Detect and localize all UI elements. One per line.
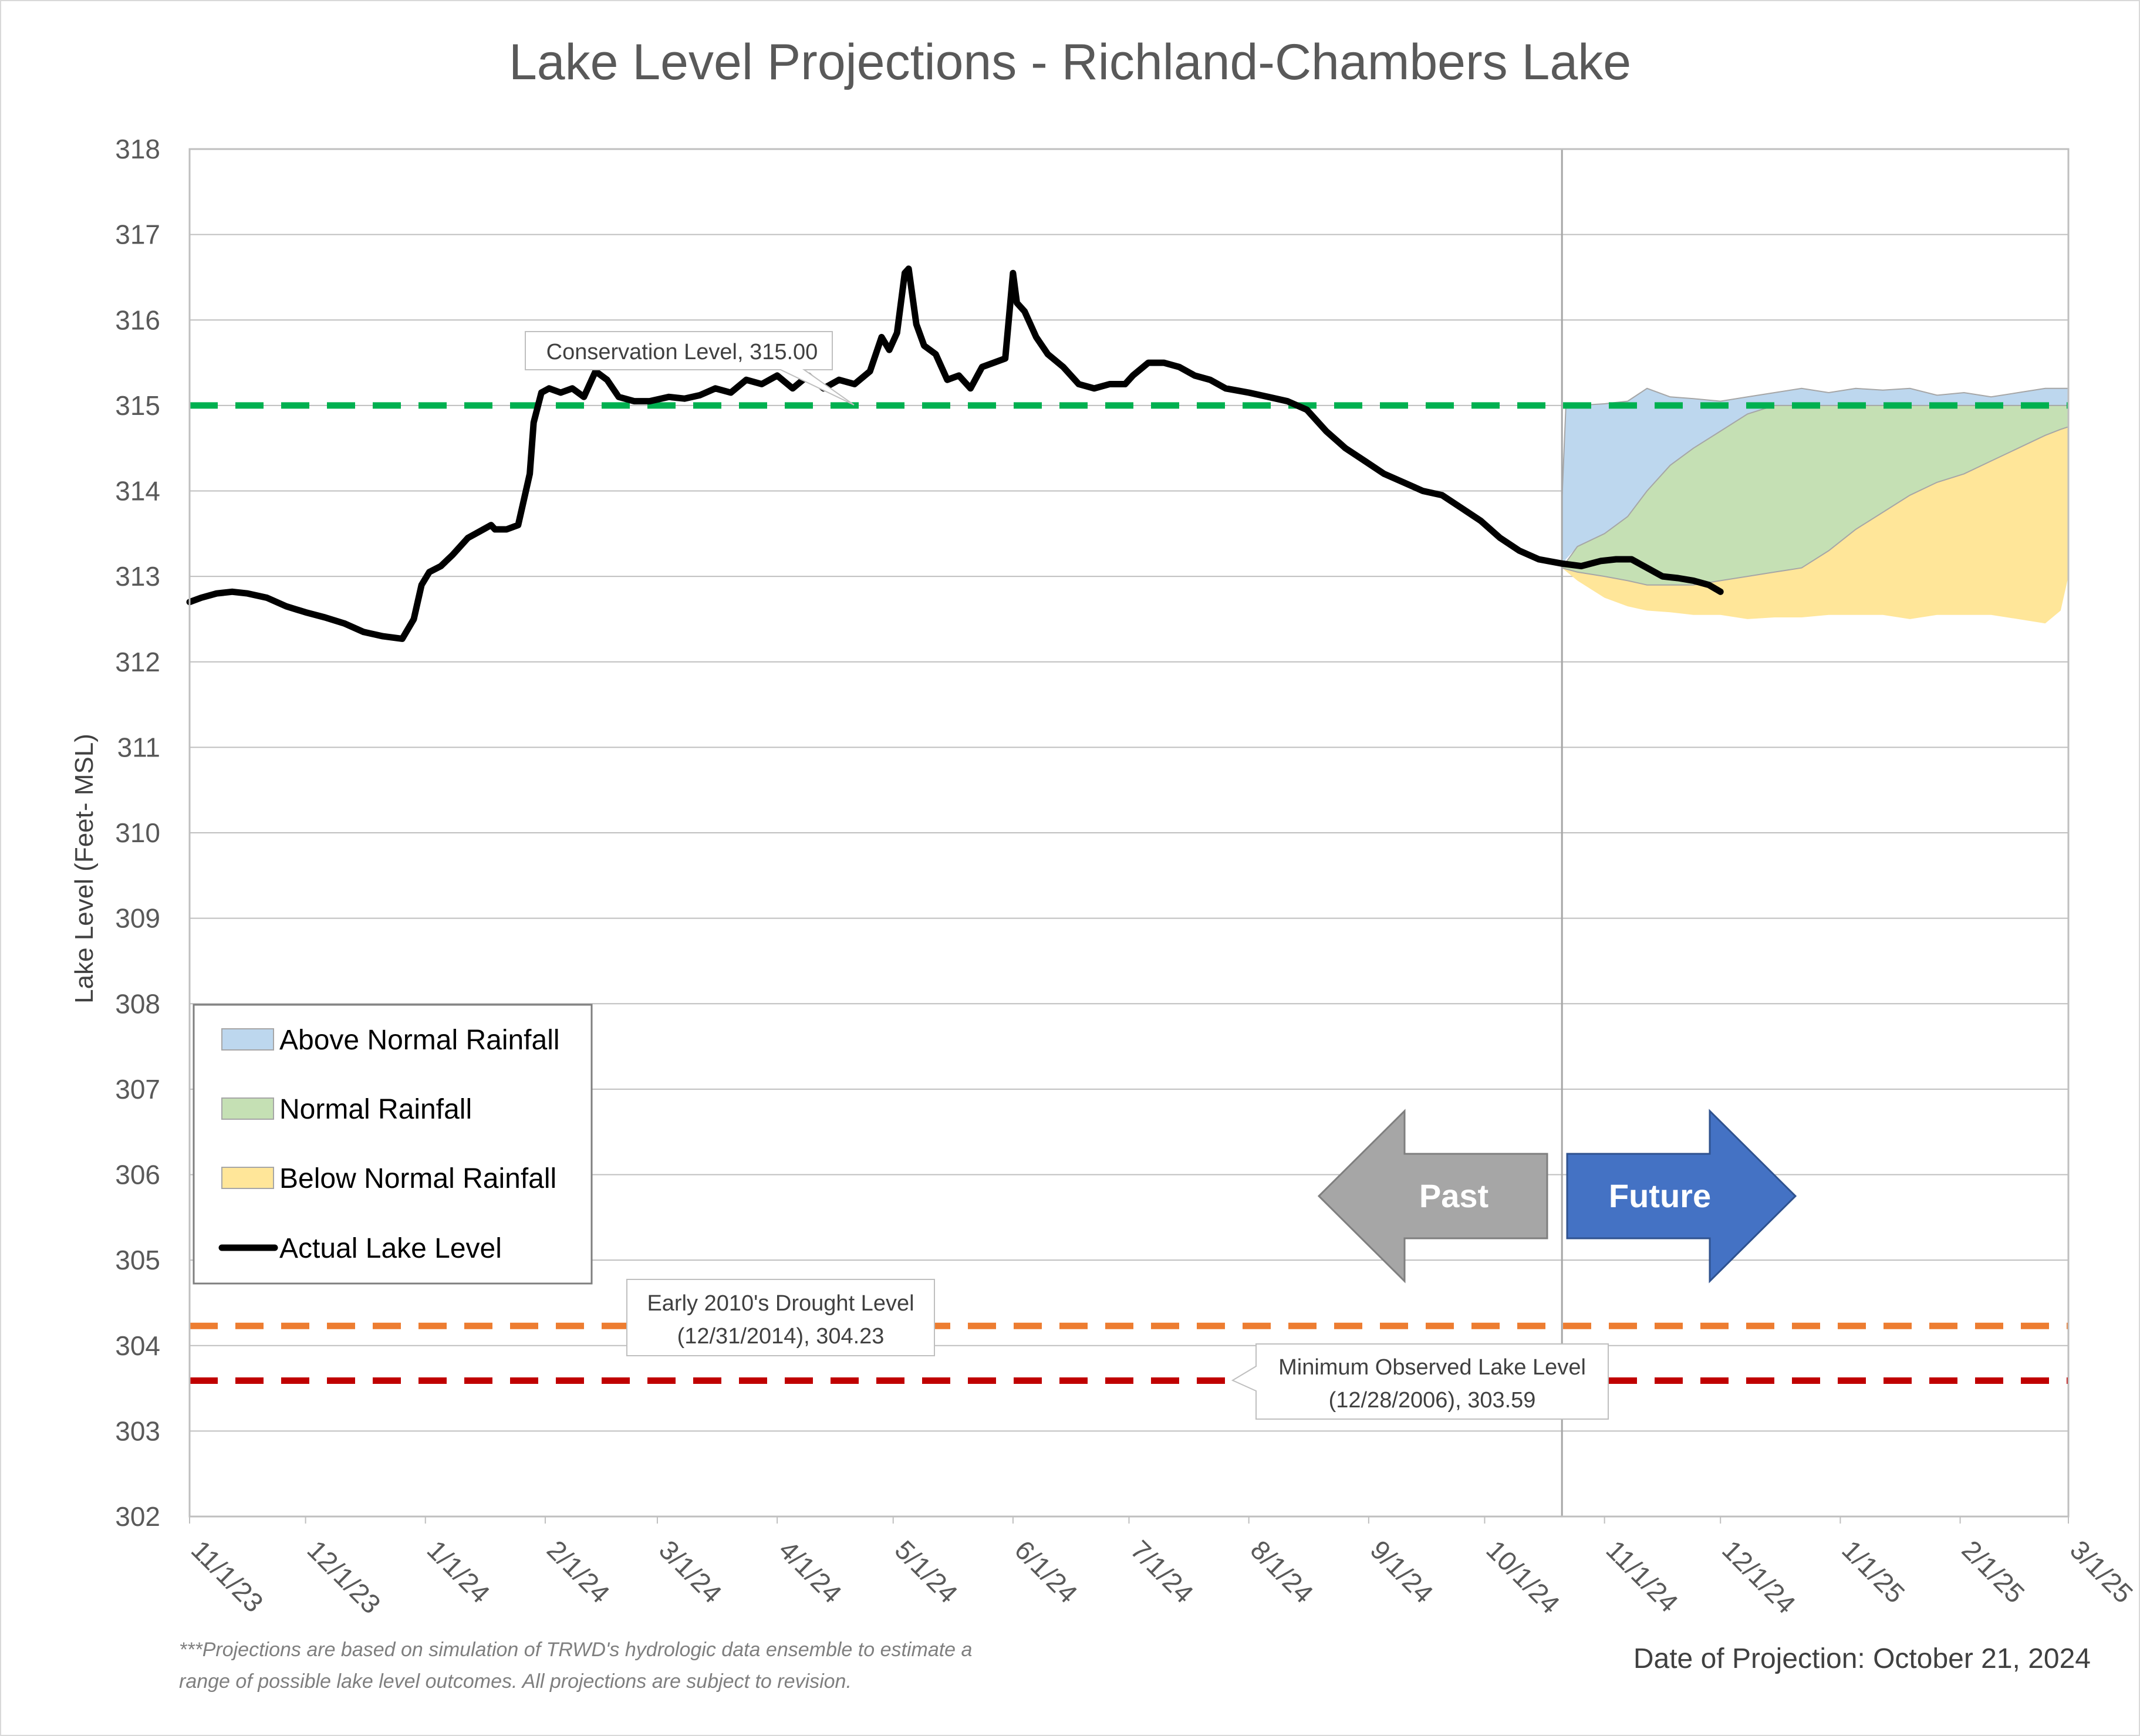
projection-date: Date of Projection: October 21, 2024 bbox=[1633, 1643, 2091, 1674]
area-below-normal-rainfall bbox=[1562, 427, 2068, 624]
past-arrow-label: Past bbox=[1419, 1177, 1488, 1214]
footnote-line1: ***Projections are based on simulation o… bbox=[179, 1639, 972, 1661]
y-axis-ticks: 302 303 304 305 306 307 308 309 310 311 312 313 314 3… bbox=[115, 134, 160, 1532]
drought-callout-line1: Early 2010's Drought Level bbox=[647, 1291, 914, 1316]
series-line-actual-lake-level bbox=[186, 265, 1724, 642]
legend-label-below-normal: Below Normal Rainfall bbox=[279, 1163, 556, 1194]
legend-box bbox=[193, 1004, 593, 1285]
legend: Above Normal Rainfall Normal Rainfall Be… bbox=[193, 1004, 593, 1285]
y-axis-label: Lake Level (Feet- MSL) bbox=[70, 734, 99, 1004]
past-arrow: Past bbox=[1317, 1109, 1548, 1284]
minimum-callout-box bbox=[1231, 1343, 1609, 1420]
reference-lines bbox=[190, 402, 2068, 1384]
future-arrow-shape bbox=[1566, 1109, 1797, 1284]
y-tick-label-304: 304 bbox=[115, 1330, 160, 1361]
y-tick-label-313: 313 bbox=[115, 561, 160, 592]
drought-callout-line2: (12/31/2014), 304.23 bbox=[677, 1324, 885, 1349]
area-edge-below-normal-rainfall bbox=[1561, 426, 2069, 586]
legend-label-actual: Actual Lake Level bbox=[279, 1233, 502, 1264]
chart-title: Lake Level Projections - Richland-Chambe… bbox=[509, 34, 1631, 90]
area-above-normal-rainfall bbox=[1562, 388, 2068, 568]
future-arrow: Future bbox=[1566, 1109, 1797, 1284]
legend-swatch-above-normal bbox=[221, 1028, 274, 1051]
legend-swatch-normal bbox=[221, 1097, 274, 1120]
projection-areas bbox=[1561, 387, 2069, 624]
conservation-callout-label: Conservation Level, 315.00 bbox=[546, 340, 818, 364]
footnote-line2: range of possible lake level outcomes. A… bbox=[179, 1670, 852, 1693]
y-tick-label-305: 305 bbox=[115, 1245, 160, 1275]
y-tick-label-310: 310 bbox=[115, 818, 160, 848]
y-tick-label-307: 307 bbox=[115, 1074, 160, 1105]
y-tick-label-311: 311 bbox=[117, 732, 160, 762]
y-tick-label-317: 317 bbox=[115, 219, 160, 250]
minimum-callout-line2: (12/28/2006), 303.59 bbox=[1329, 1388, 1536, 1413]
legend-label-above-normal: Above Normal Rainfall bbox=[279, 1025, 560, 1056]
minimum-callout: Minimum Observed Lake Level (12/28/2006)… bbox=[1231, 1343, 1609, 1420]
y-tick-label-316: 316 bbox=[115, 305, 160, 335]
drought-callout: Early 2010's Drought Level (12/31/2014),… bbox=[626, 1279, 935, 1356]
y-tick-label-303: 303 bbox=[115, 1416, 160, 1446]
minimum-callout-line1: Minimum Observed Lake Level bbox=[1278, 1355, 1586, 1380]
y-tick-label-318: 318 bbox=[115, 134, 160, 164]
y-tick-label-308: 308 bbox=[115, 988, 160, 1019]
drought-callout-box bbox=[626, 1279, 935, 1356]
y-tick-label-302: 302 bbox=[115, 1501, 160, 1532]
plot-area bbox=[186, 148, 2070, 1518]
area-normal-rainfall bbox=[1562, 405, 2068, 585]
future-arrow-label: Future bbox=[1609, 1177, 1711, 1214]
y-tick-label-312: 312 bbox=[115, 647, 160, 677]
conservation-callout: Conservation Level, 315.00 bbox=[525, 331, 855, 406]
legend-label-normal: Normal Rainfall bbox=[279, 1094, 472, 1125]
y-tick-label-309: 309 bbox=[115, 903, 160, 934]
actual-lake-level bbox=[186, 265, 1724, 642]
y-tick-label-315: 315 bbox=[115, 390, 160, 421]
y-tick-label-314: 314 bbox=[115, 476, 160, 506]
y-tick-label-306: 306 bbox=[115, 1160, 160, 1190]
past-arrow-shape bbox=[1317, 1109, 1548, 1284]
conservation-callout-box bbox=[525, 331, 855, 406]
legend-swatch-below-normal bbox=[221, 1167, 274, 1189]
